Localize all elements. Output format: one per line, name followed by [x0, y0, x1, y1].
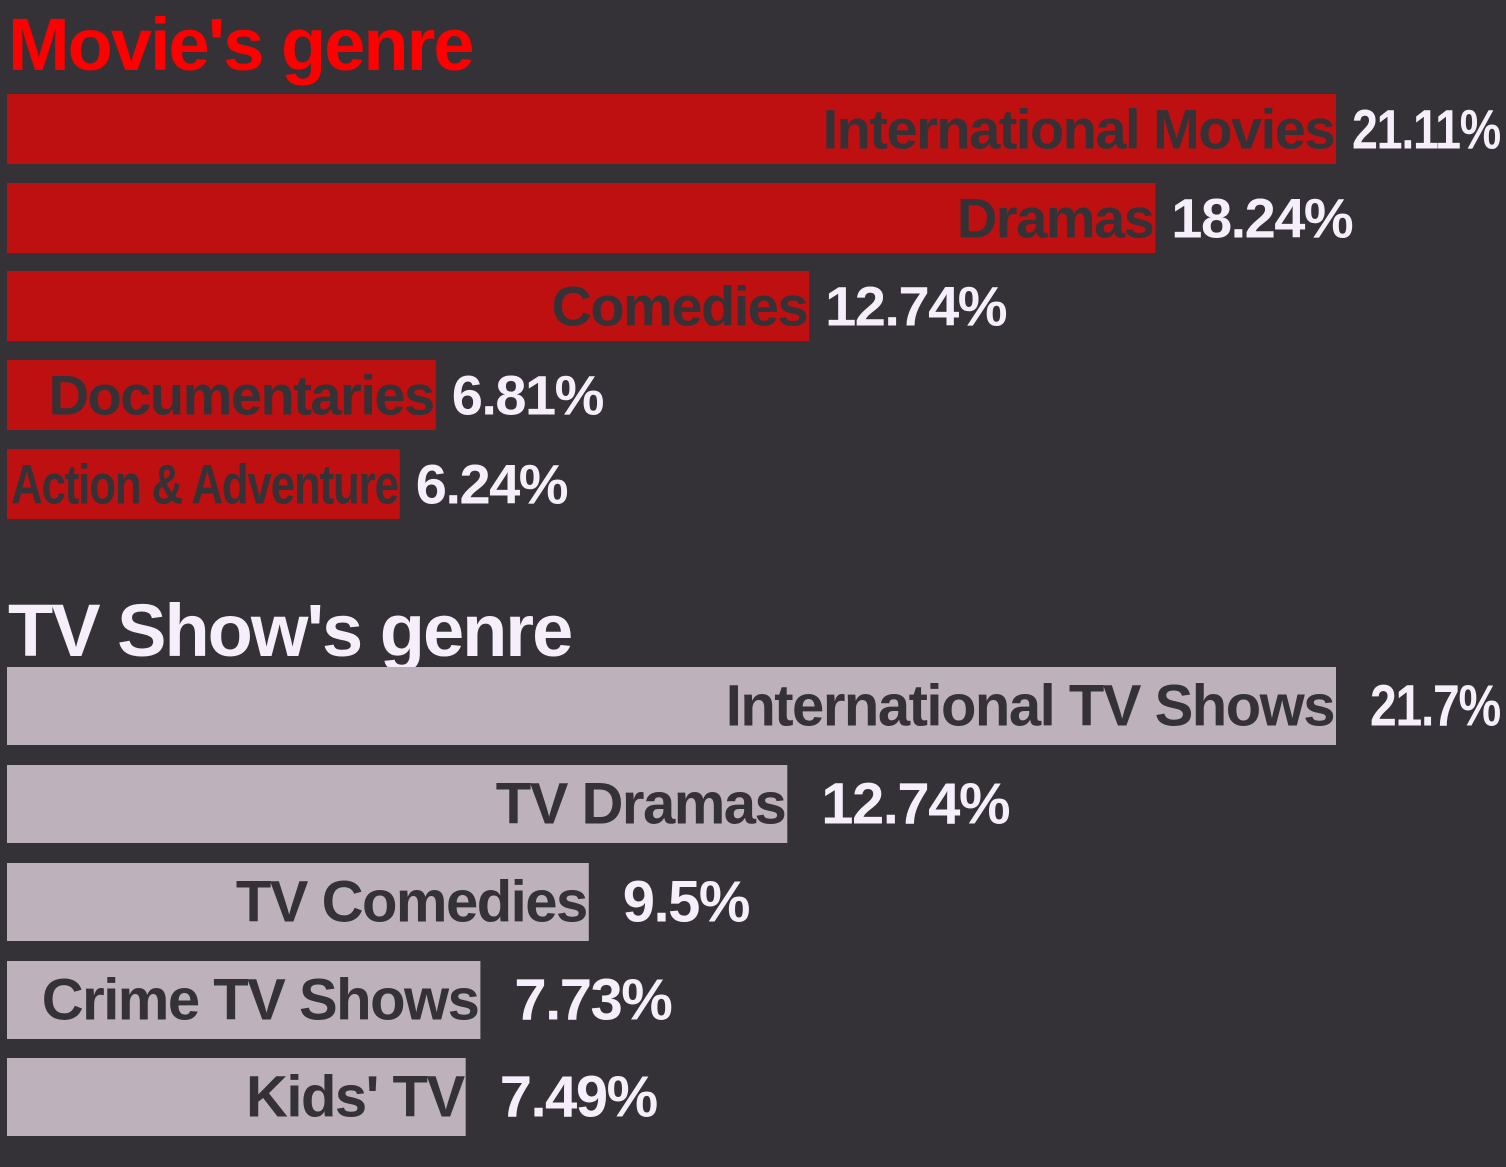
movie-value-label: 21.11%	[1352, 98, 1501, 161]
tv-bar-label: Crime TV Shows	[42, 968, 479, 1033]
tv-bar	[7, 667, 1336, 745]
movie-value-label: 6.24%	[416, 453, 568, 516]
tv-bars: International TV Shows 21.7% TV Dramas 12.7…	[7, 667, 1502, 1136]
movie-bar-label: International Movies	[823, 98, 1334, 161]
movie-bar	[7, 94, 1336, 164]
movie-bar	[7, 271, 810, 341]
tv-value-label: 7.49%	[500, 1065, 658, 1130]
tv-bar-label: Kids' TV	[246, 1065, 466, 1130]
tv-bar	[7, 765, 788, 843]
movie-value-label: 6.81%	[452, 364, 604, 427]
movie-chart-title: Movie's genre	[8, 3, 473, 86]
tv-value-label: 12.74%	[821, 772, 1010, 837]
movie-bar-label: Action & Adventure	[11, 453, 398, 516]
tv-bar-label: International TV Shows	[726, 674, 1334, 739]
tv-value-label: 9.5%	[623, 870, 750, 935]
tv-bar-label: TV Dramas	[496, 772, 786, 837]
tv-value-label: 21.7%	[1370, 674, 1501, 739]
movie-bar	[7, 360, 436, 430]
movie-bar	[7, 183, 1156, 253]
tv-chart-title: TV Show's genre	[8, 589, 571, 672]
tv-genre-chart: TV Show's genre International TV Shows 21…	[7, 589, 1502, 1136]
movie-genre-chart: Movie's genre International Movies 21.11%…	[7, 3, 1502, 519]
tv-value-label: 7.73%	[514, 968, 672, 1033]
movie-value-label: 18.24%	[1171, 187, 1353, 250]
movie-bar-label: Comedies	[551, 275, 807, 338]
tv-bar	[7, 863, 589, 941]
tv-bar	[7, 1058, 466, 1136]
movie-bar	[7, 449, 400, 519]
movie-bar-label: Documentaries	[49, 364, 434, 427]
movie-bar-label: Dramas	[957, 187, 1153, 250]
movie-value-label: 12.74%	[825, 275, 1007, 338]
tv-bar	[7, 961, 481, 1039]
tv-bar-label: TV Comedies	[236, 870, 587, 935]
movie-bars: International Movies 21.11% Dramas 18.24% Co…	[7, 94, 1502, 519]
